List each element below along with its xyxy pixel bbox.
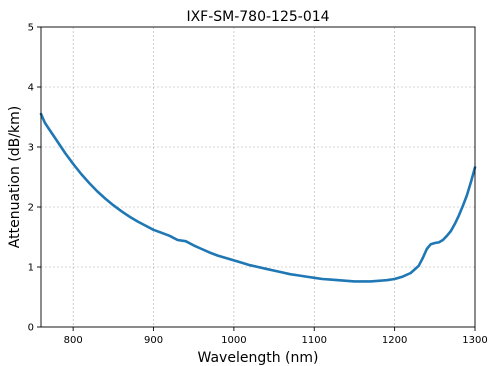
y-tick-label: 4 [28, 83, 34, 94]
plot-layer [39, 112, 477, 283]
x-tick-label: 1100 [302, 335, 327, 346]
y-tick-label: 0 [28, 323, 34, 334]
x-tick-label: 1200 [382, 335, 407, 346]
y-tick-label: 2 [28, 203, 34, 214]
x-tick-label: 1300 [462, 335, 487, 346]
tick-layer: 800 900 1000 1100 1200 1300 0 1 2 3 4 5 [28, 23, 488, 347]
x-tick-label: 800 [64, 335, 83, 346]
x-tick-label: 1000 [221, 335, 246, 346]
chart-title: IXF-SM-780-125-014 [186, 9, 329, 25]
y-tick-label: 1 [28, 263, 34, 274]
y-tick-label: 3 [28, 143, 34, 154]
x-tick-label: 900 [144, 335, 163, 346]
attenuation-series-line [39, 112, 477, 283]
grid-layer [41, 26, 476, 328]
y-tick-label: 5 [28, 23, 34, 34]
plot-frame [40, 26, 476, 328]
y-axis-label: Attenuation (dB/km) [7, 106, 23, 248]
x-axis-label: Wavelength (nm) [198, 350, 319, 366]
